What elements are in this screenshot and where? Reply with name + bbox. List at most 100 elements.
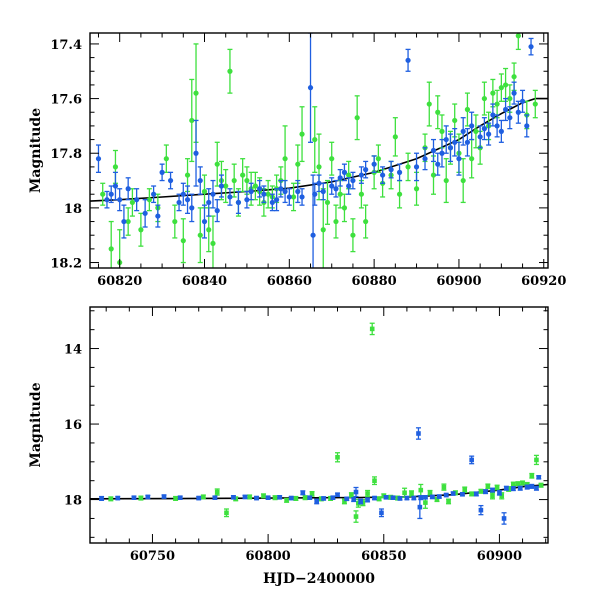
data-point <box>372 495 377 501</box>
data-point <box>478 507 484 513</box>
data-point <box>319 496 324 502</box>
data-point <box>379 510 384 516</box>
data-point <box>261 191 267 197</box>
x-tick-label: 60800 <box>245 549 290 564</box>
data-point <box>218 183 225 189</box>
data-point <box>517 485 523 491</box>
data-point <box>197 177 203 184</box>
data-point <box>282 188 288 195</box>
data-point <box>247 494 252 500</box>
data-point <box>443 177 449 184</box>
data-point <box>201 494 206 500</box>
data-point <box>365 491 370 496</box>
data-point <box>138 227 144 233</box>
data-point <box>477 134 483 140</box>
data-point <box>177 495 183 500</box>
data-point <box>272 495 278 500</box>
data-point <box>430 172 437 178</box>
data-point <box>295 161 301 167</box>
data-point <box>293 496 299 501</box>
data-point <box>524 484 530 490</box>
y-axis-title: Magnitude <box>28 382 44 467</box>
data-point <box>507 115 513 121</box>
data-point <box>100 191 106 197</box>
data-point <box>244 177 250 184</box>
data-point <box>435 161 441 167</box>
data-point <box>490 493 495 499</box>
data-point <box>371 161 377 167</box>
data-point <box>117 197 123 203</box>
data-point <box>121 218 127 225</box>
data-point <box>485 484 491 489</box>
data-point <box>529 473 535 479</box>
data-point <box>196 495 202 501</box>
data-point <box>312 136 318 143</box>
y-tick-label: 17.4 <box>50 38 82 53</box>
data-point <box>411 495 417 501</box>
data-point <box>159 169 165 175</box>
data-point <box>498 85 504 91</box>
data-point <box>423 495 428 500</box>
data-point <box>501 516 507 521</box>
data-point <box>284 498 289 503</box>
data-point <box>161 494 167 499</box>
data-point <box>108 496 114 502</box>
data-point <box>418 487 424 493</box>
data-point <box>538 482 544 488</box>
data-point <box>520 480 525 486</box>
data-point <box>197 232 203 238</box>
data-point <box>223 183 229 189</box>
data-point <box>360 500 366 505</box>
data-point <box>145 494 151 500</box>
data-point <box>405 164 411 170</box>
data-point <box>452 117 458 124</box>
data-point <box>515 481 521 487</box>
data-point <box>350 177 356 184</box>
data-point <box>163 156 169 162</box>
data-point <box>490 112 496 118</box>
data-point <box>184 197 191 203</box>
data-point <box>320 227 326 233</box>
data-point <box>314 499 319 504</box>
data-point <box>214 489 220 495</box>
data-point <box>244 197 250 203</box>
data-point <box>112 183 119 189</box>
data-point <box>227 194 233 200</box>
data-point <box>494 101 500 107</box>
data-point <box>235 199 242 206</box>
data-point <box>375 156 381 162</box>
data-point <box>446 499 451 504</box>
data-point <box>112 164 119 170</box>
data-point <box>212 495 218 500</box>
plot-frame <box>89 306 549 544</box>
data-point <box>333 186 339 192</box>
data-point <box>417 504 423 510</box>
y-tick-label: 17.6 <box>50 93 82 108</box>
data-point <box>507 95 513 102</box>
x-tick-label: 60920 <box>521 274 566 289</box>
data-point <box>464 106 471 113</box>
data-point <box>346 183 352 189</box>
data-point <box>423 500 428 505</box>
data-point <box>330 495 336 500</box>
x-tick-label: 60900 <box>436 274 481 289</box>
y-tick-label: 18.2 <box>50 257 82 272</box>
data-point <box>481 126 487 132</box>
data-point <box>242 494 248 500</box>
data-point <box>409 491 414 496</box>
data-point <box>309 491 315 497</box>
data-point <box>435 109 441 115</box>
bottom-panel-light-curve: 60750 60800 60850 60900 14 16 18 Magnitude HJD−2… <box>28 306 549 587</box>
data-point <box>404 495 410 501</box>
data-point <box>436 494 442 499</box>
data-point <box>524 123 530 129</box>
data-point <box>426 101 432 107</box>
data-point <box>328 496 333 501</box>
data-point <box>529 484 535 489</box>
data-point <box>397 496 403 501</box>
data-point <box>481 95 487 102</box>
data-point <box>346 172 352 178</box>
data-point <box>490 90 496 96</box>
data-point <box>413 186 420 192</box>
data-point <box>456 156 462 162</box>
